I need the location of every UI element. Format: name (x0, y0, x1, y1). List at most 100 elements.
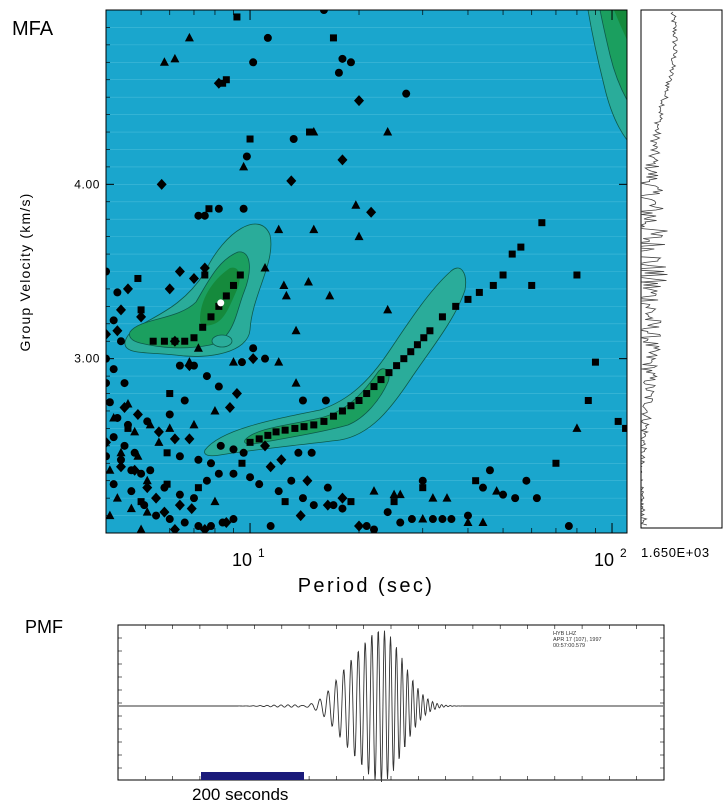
marker-square (281, 426, 289, 434)
marker-circle (532, 494, 541, 503)
marker-triangle (281, 290, 291, 300)
marker-triangle (428, 493, 438, 502)
marker-triangle (291, 378, 301, 387)
marker-square (181, 337, 189, 345)
marker-circle (202, 476, 211, 485)
marker-circle (266, 522, 275, 531)
marker-triangle (193, 343, 203, 352)
marker-diamond (122, 283, 133, 295)
marker-diamond (106, 436, 111, 448)
marker-square (400, 355, 408, 363)
marker-circle (239, 204, 248, 213)
marker-circle (274, 487, 283, 496)
marker-triangle (389, 489, 399, 499)
contour-corner-inner (599, 10, 627, 101)
marker-diamond (174, 499, 185, 511)
marker-square (246, 438, 254, 446)
marker-square (137, 306, 145, 314)
marker-diamond (337, 154, 348, 166)
marker-square (272, 428, 280, 436)
marker-diamond (115, 461, 126, 473)
marker-square (124, 424, 132, 432)
marker-triangle (478, 517, 488, 527)
marker-circle (338, 504, 347, 513)
marker-diamond (188, 272, 199, 284)
marker-diamond (224, 401, 235, 413)
marker-square (464, 295, 472, 303)
marker-circle (214, 469, 223, 478)
marker-square (264, 431, 272, 439)
marker-circle (287, 476, 296, 485)
marker-square (475, 288, 483, 296)
marker-diamond (286, 175, 297, 187)
pmf-plot: HYB LHZ APR 17 (107), 1997 00:57:00.579 (117, 624, 665, 783)
marker-circle (175, 490, 184, 499)
marker-square (291, 424, 299, 432)
mfa-panel-label: MFA (12, 18, 54, 40)
marker-triangle (154, 437, 164, 446)
y-tick-label: 3.00 (74, 352, 100, 366)
marker-circle (146, 466, 155, 475)
marker-circle (229, 469, 238, 478)
marker-square (385, 369, 393, 377)
marker-triangle (159, 57, 169, 66)
marker-triangle (130, 426, 140, 436)
marker-circle (323, 483, 332, 492)
marker-diamond (302, 475, 313, 487)
x-tick-label: 10 (232, 550, 252, 570)
marker-circle (402, 89, 411, 98)
marker-triangle (210, 496, 220, 506)
marker-circle (334, 68, 343, 77)
marker-square (347, 402, 355, 410)
marker-triangle (228, 357, 238, 366)
marker-circle (369, 525, 378, 533)
marker-circle (319, 10, 328, 14)
mfa-plot: 3.00 4.00 10 1 10 2 (74, 9, 628, 570)
marker-circle (194, 522, 203, 531)
marker-circle (294, 448, 303, 457)
marker-square (355, 397, 363, 405)
marker-circle (298, 494, 307, 503)
marker-diamond (169, 335, 180, 347)
marker-circle (499, 490, 508, 499)
pmf-header-line-3: 00:57:00.579 (553, 643, 585, 649)
marker-square (499, 271, 507, 279)
pmf-panel-label: PMF (25, 617, 63, 637)
marker-triangle (116, 447, 126, 457)
marker-diamond (295, 510, 306, 522)
marker-square (407, 348, 415, 356)
marker-circle (165, 410, 174, 419)
marker-diamond (159, 506, 170, 518)
marker-diamond (260, 440, 271, 452)
marker-circle (137, 469, 146, 478)
marker-circle (511, 494, 520, 503)
contour-short-hole (211, 334, 233, 348)
marker-diamond (265, 461, 276, 473)
contour-short-core (200, 267, 240, 326)
marker-triangle (395, 489, 405, 499)
marker-square (160, 337, 168, 345)
marker-circle (202, 372, 211, 381)
marker-square (363, 390, 371, 398)
marker-square (233, 13, 241, 21)
marker-circle (428, 515, 437, 524)
marker-circle (120, 379, 129, 388)
contour-corner-core (614, 10, 627, 40)
x-tick-exponent: 1 (258, 546, 265, 560)
marker-square (222, 76, 230, 84)
marker-circle (362, 522, 371, 531)
marker-square (222, 292, 230, 300)
marker-triangle (418, 514, 428, 523)
marker-triangle (492, 486, 502, 495)
marker-circle (229, 445, 238, 454)
marker-square (528, 281, 536, 289)
marker-square (472, 477, 480, 485)
marker-diamond (354, 520, 365, 532)
marker-diamond (199, 524, 210, 533)
trace-right-frame (640, 9, 723, 529)
marker-diamond (142, 482, 153, 494)
marker-triangle (325, 290, 335, 300)
marker-circle (338, 54, 347, 63)
marker-circle (152, 511, 161, 520)
trace-right-panel: 1.650E+03 (640, 9, 723, 560)
